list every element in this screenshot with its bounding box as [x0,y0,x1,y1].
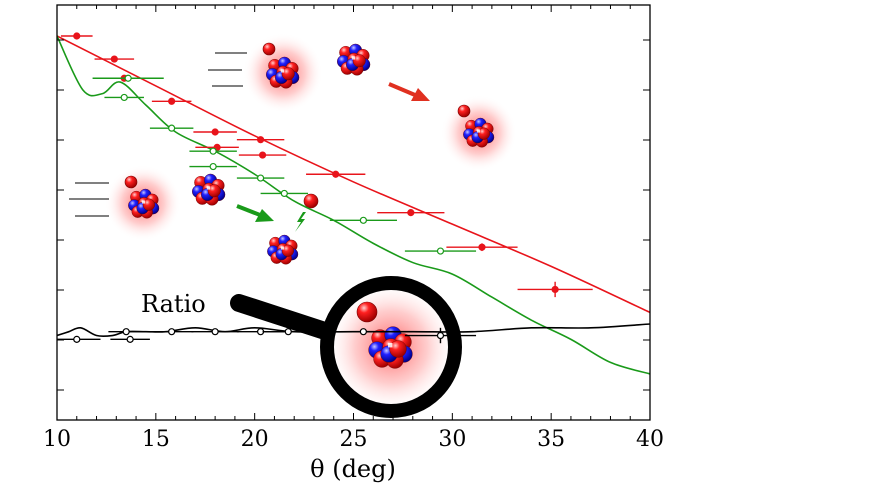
nucleon [281,244,294,257]
green-data-point [359,216,367,224]
black-data-point [284,328,292,336]
proton-icon [356,301,378,323]
axis-ticks [56,5,651,420]
nucleus-icon [463,117,495,148]
nucleon-highlight [351,56,356,60]
nucleon [352,54,366,68]
x-tick-label: 10 [43,427,71,452]
black-data-point [168,328,176,336]
nucleus-icon [128,188,160,219]
legend-dashes-lower [69,182,109,217]
ratio-label: Ratio [141,290,206,318]
plot-area [57,32,650,375]
nucleus-icon [368,326,413,369]
red-data-point [168,97,176,105]
legend-dashes-upper [208,52,247,87]
nucleon [281,67,295,81]
lightning-icon [295,212,306,232]
red-data-point [73,32,81,40]
nuclei-layer [124,42,495,369]
x-tick-label: 20 [241,427,269,452]
nucleus-icon [191,173,226,206]
green-data-point [168,124,176,132]
red-data-point [110,55,118,63]
x-tick-label: 35 [537,427,565,452]
x-tick-label: 25 [340,427,368,452]
proton-icon [303,193,319,209]
red-data-point [551,285,559,294]
red-data-point [332,170,340,178]
nucleon [207,184,221,198]
green-data-point [209,162,217,171]
green-data-point [436,247,445,255]
proton-icon [457,104,471,118]
x-tick-label: 40 [636,427,664,452]
nucleon-highlight [388,343,393,348]
nucleus-icon [337,43,371,76]
nucleon-highlight [476,129,480,133]
nucleon-highlight [280,69,285,73]
green-data-point [209,147,217,155]
green-data-point [120,93,128,102]
red-data-point [211,128,219,136]
green-series-curve [57,35,650,375]
nucleon-highlight [280,246,284,250]
nucleon [389,340,407,358]
black-data-point [359,328,367,336]
nucleon-highlight [206,186,211,190]
green-data-point [280,189,288,198]
red-arrow [388,82,430,101]
nucleon-highlight [141,200,145,204]
nucleus-icon [266,56,300,89]
x-axis-label: θ (deg) [310,455,396,483]
black-data-point [73,335,81,343]
red-data-point [256,136,265,144]
black-data-point [126,335,134,343]
red-data-point [478,243,486,251]
proton-icon [262,42,276,56]
red-data-point [258,151,267,159]
red-series-curve [57,35,650,314]
green-data-point [256,174,265,182]
magnifier-icon [230,276,462,418]
black-data-point [436,331,445,340]
black-data-point [211,328,219,336]
proton-icon [124,175,138,189]
green-data-point [124,74,132,82]
nucleus-icon [267,234,299,265]
green-arrow [236,204,274,222]
nucleon [477,127,490,140]
red-data-point [407,209,415,217]
nucleon [142,198,155,211]
x-tick-label: 15 [142,427,170,452]
x-tick-labels: 10 15 20 25 30 35 40 [43,427,664,452]
x-tick-label: 30 [438,427,466,452]
black-data-point [122,328,130,336]
black-series-curve [57,323,650,338]
